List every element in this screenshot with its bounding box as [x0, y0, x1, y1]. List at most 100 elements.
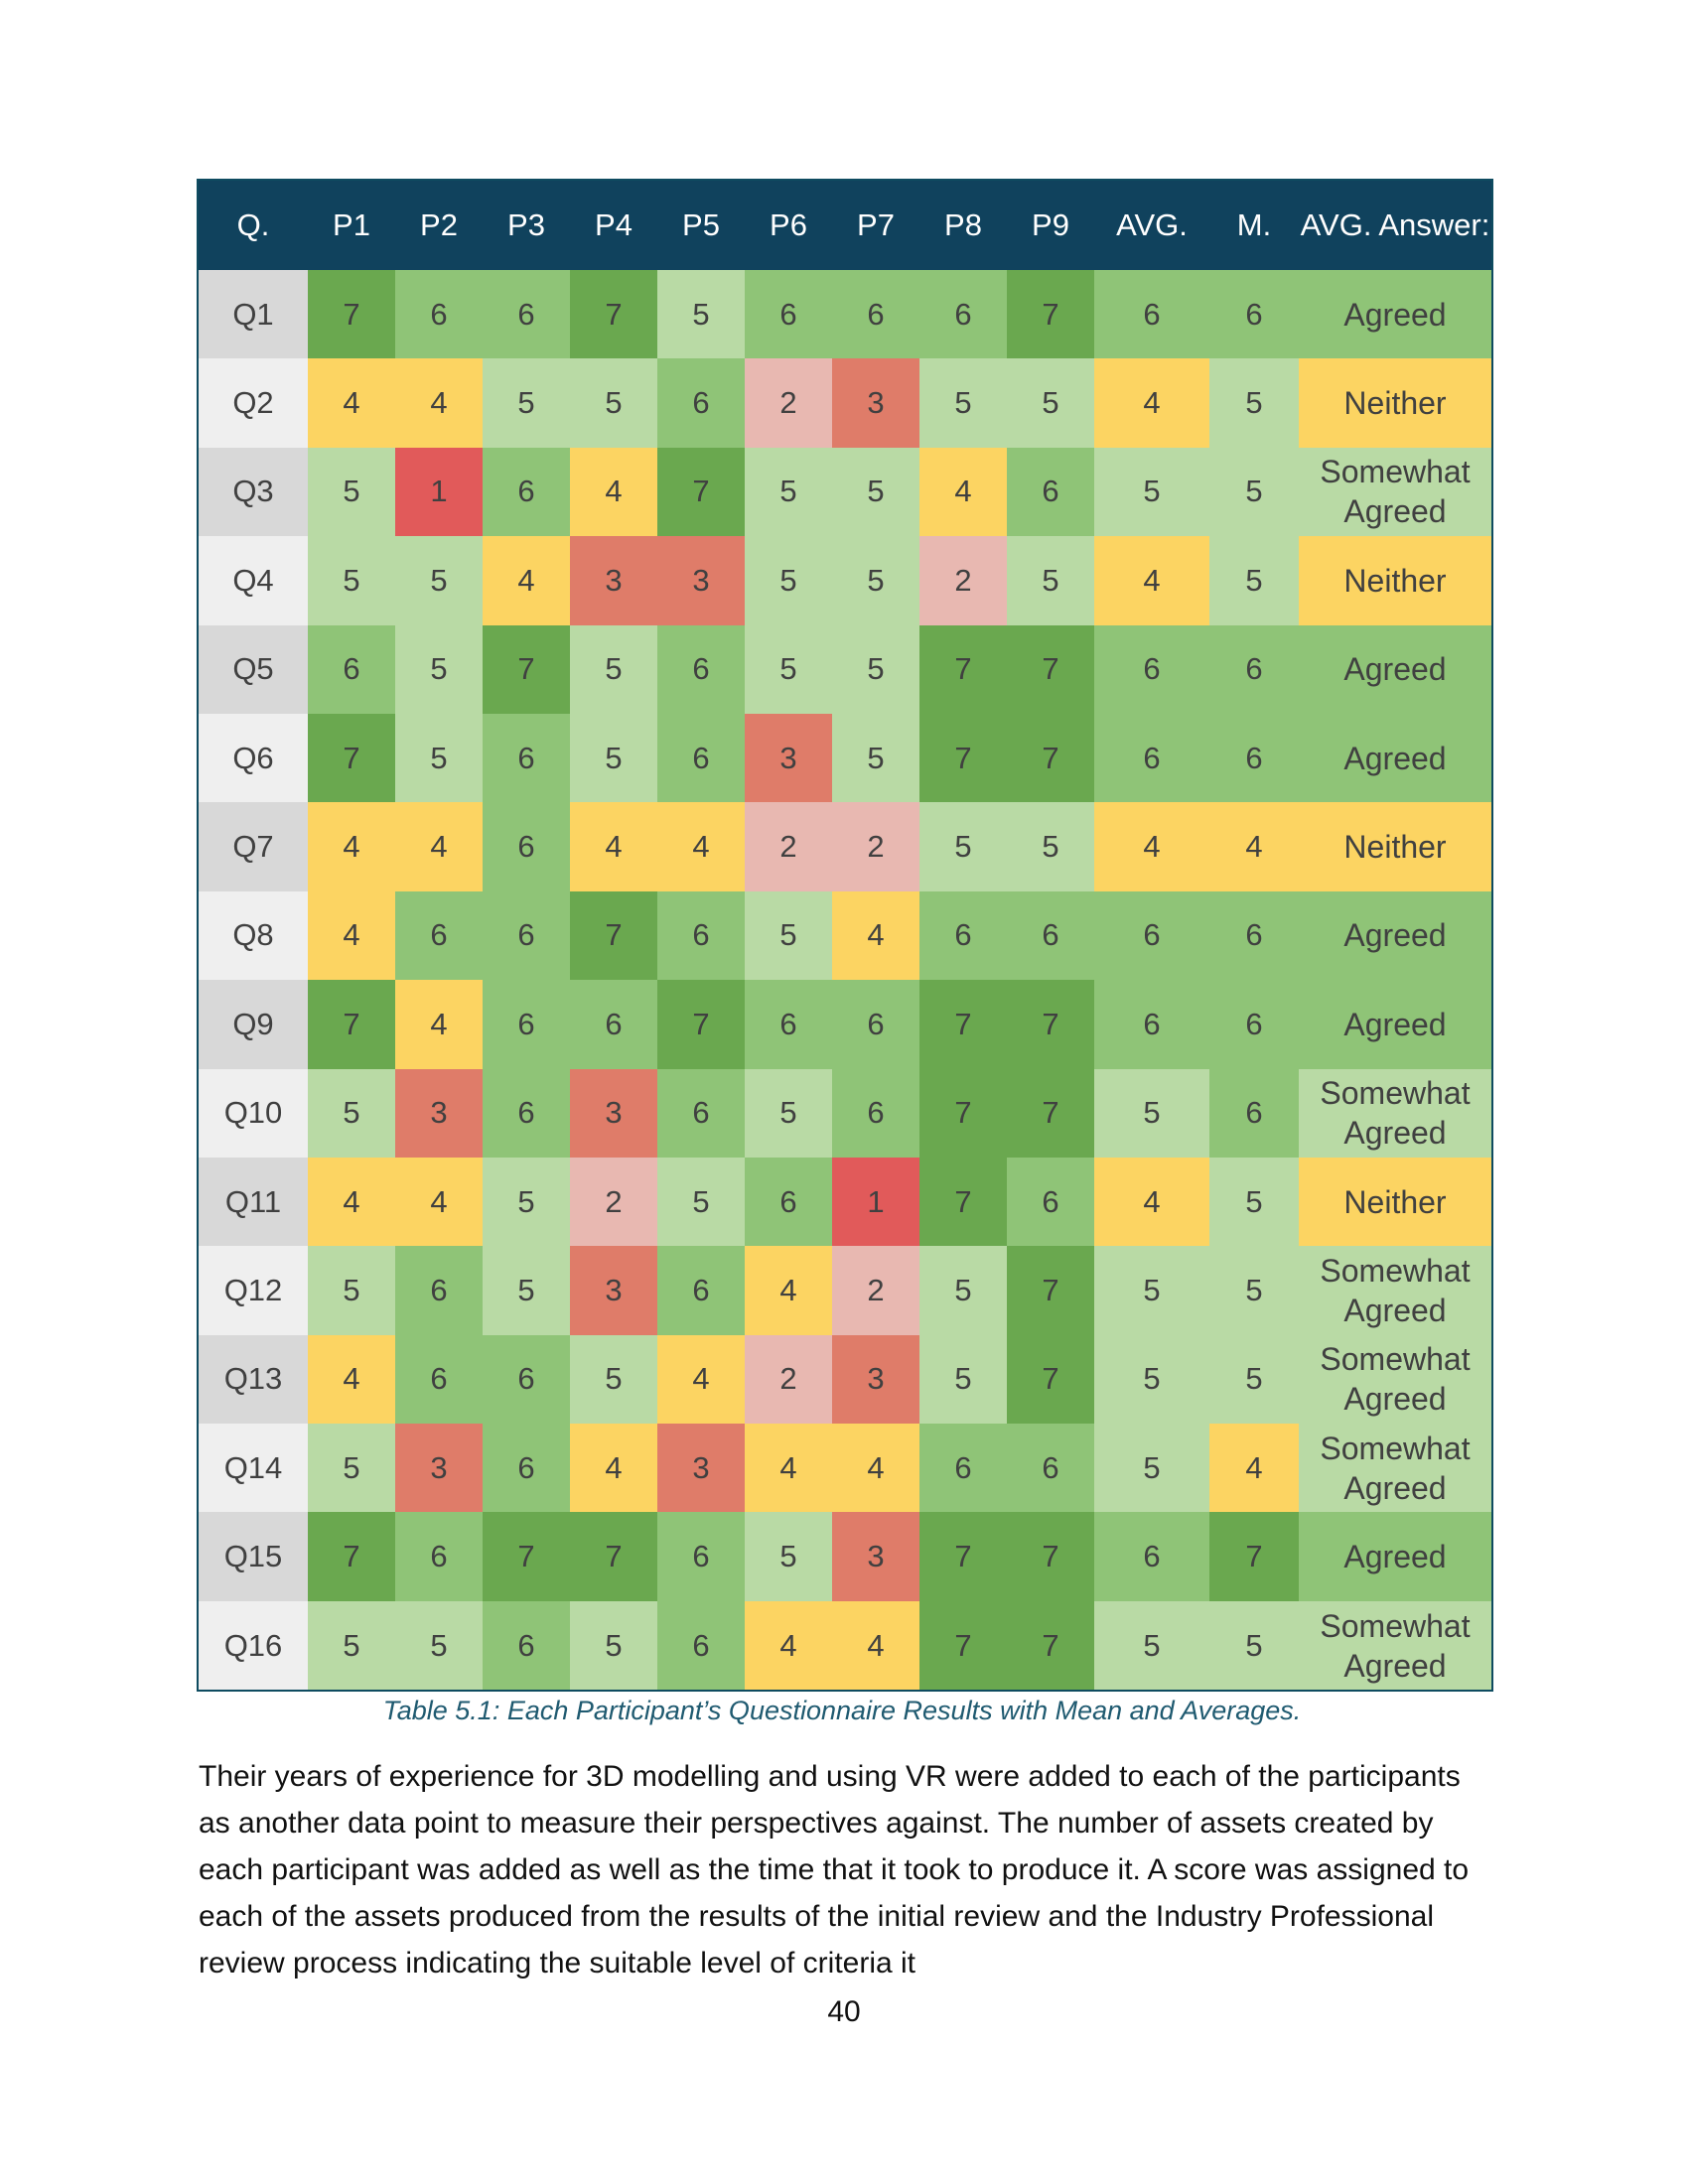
score-cell: 6: [1007, 1157, 1094, 1247]
average-answer-cell: Somewhat Agreed: [1299, 1068, 1491, 1158]
score-cell: 6: [1007, 447, 1094, 537]
score-cell: 4: [308, 1334, 395, 1425]
score-cell: 7: [570, 1512, 657, 1601]
score-cell: 7: [1007, 624, 1094, 714]
score-cell: 6: [483, 270, 570, 359]
table-header-row: Q. P1 P2 P3 P4 P5 P6 P7 P8 P9 AVG. M. AVG. Answer:: [199, 181, 1491, 270]
average-answer-cell: Somewhat Agreed: [1299, 1600, 1491, 1691]
column-header: P8: [919, 181, 1007, 270]
score-cell: 5: [657, 270, 745, 359]
score-cell: 6: [308, 624, 395, 714]
score-cell: 6: [745, 270, 832, 359]
score-cell: 7: [919, 713, 1007, 803]
score-cell: 6: [657, 624, 745, 714]
score-cell: 7: [1007, 980, 1094, 1069]
score-cell: 7: [1007, 270, 1094, 359]
median-cell: 4: [1209, 1424, 1299, 1513]
average-answer-cell: Agreed: [1299, 1512, 1491, 1601]
score-cell: 4: [832, 890, 919, 981]
score-cell: 5: [570, 713, 657, 803]
median-cell: 5: [1209, 1334, 1299, 1425]
score-cell: 6: [745, 980, 832, 1069]
question-label: Q16: [199, 1600, 308, 1691]
score-cell: 3: [657, 536, 745, 625]
score-cell: 5: [308, 1424, 395, 1513]
score-cell: 4: [570, 447, 657, 537]
score-cell: 6: [919, 1424, 1007, 1513]
score-cell: 2: [832, 802, 919, 891]
average-answer-cell: Somewhat Agreed: [1299, 1424, 1491, 1513]
median-cell: 6: [1209, 270, 1299, 359]
score-cell: 7: [919, 624, 1007, 714]
median-cell: 6: [1209, 713, 1299, 803]
score-cell: 2: [745, 802, 832, 891]
score-cell: 7: [308, 1512, 395, 1601]
average-answer-cell: Neither: [1299, 1157, 1491, 1247]
column-header: P2: [395, 181, 483, 270]
question-label: Q7: [199, 802, 308, 891]
question-label: Q15: [199, 1512, 308, 1601]
score-cell: 6: [483, 1068, 570, 1158]
table-row: Q2 4 4 5 5 6 2 3 5 5 4 5 Neither: [199, 358, 1491, 448]
average-cell: 6: [1094, 980, 1209, 1069]
score-cell: 1: [395, 447, 483, 537]
score-cell: 6: [657, 890, 745, 981]
score-cell: 6: [395, 1246, 483, 1335]
median-cell: 6: [1209, 624, 1299, 714]
score-cell: 5: [832, 447, 919, 537]
column-header: P1: [308, 181, 395, 270]
score-cell: 6: [657, 713, 745, 803]
score-cell: 4: [832, 1424, 919, 1513]
score-cell: 6: [483, 1600, 570, 1691]
score-cell: 5: [832, 713, 919, 803]
average-cell: 5: [1094, 1334, 1209, 1425]
score-cell: 5: [832, 536, 919, 625]
score-cell: 7: [308, 980, 395, 1069]
column-header: AVG.: [1094, 181, 1209, 270]
score-cell: 6: [483, 802, 570, 891]
score-cell: 5: [570, 624, 657, 714]
average-cell: 6: [1094, 624, 1209, 714]
score-cell: 6: [483, 1424, 570, 1513]
score-cell: 7: [919, 980, 1007, 1069]
score-cell: 6: [919, 890, 1007, 981]
score-cell: 7: [1007, 1512, 1094, 1601]
score-cell: 3: [832, 1334, 919, 1425]
score-cell: 3: [395, 1424, 483, 1513]
score-cell: 7: [483, 624, 570, 714]
score-cell: 4: [395, 1157, 483, 1247]
score-cell: 5: [483, 358, 570, 448]
score-cell: 4: [832, 1600, 919, 1691]
score-cell: 5: [919, 358, 1007, 448]
average-answer-cell: Agreed: [1299, 890, 1491, 981]
average-cell: 6: [1094, 713, 1209, 803]
body-paragraph: Their years of experience for 3D modelli…: [199, 1760, 1470, 1979]
table-row: Q16 5 5 6 5 6 4 4 7 7 5 5 Somewhat Agreed: [199, 1600, 1491, 1691]
question-label: Q11: [199, 1157, 308, 1247]
score-cell: 1: [832, 1157, 919, 1247]
average-answer-cell: Somewhat Agreed: [1299, 447, 1491, 537]
score-cell: 6: [657, 1600, 745, 1691]
score-cell: 2: [832, 1246, 919, 1335]
median-cell: 5: [1209, 1600, 1299, 1691]
score-cell: 5: [745, 447, 832, 537]
score-cell: 7: [919, 1157, 1007, 1247]
score-cell: 6: [657, 358, 745, 448]
score-cell: 7: [1007, 713, 1094, 803]
question-label: Q1: [199, 270, 308, 359]
column-header: Q.: [199, 181, 308, 270]
column-header: P5: [657, 181, 745, 270]
score-cell: 7: [483, 1512, 570, 1601]
score-cell: 3: [395, 1068, 483, 1158]
average-cell: 5: [1094, 1600, 1209, 1691]
average-cell: 4: [1094, 1157, 1209, 1247]
score-cell: 4: [395, 358, 483, 448]
score-cell: 4: [308, 1157, 395, 1247]
median-cell: 6: [1209, 980, 1299, 1069]
score-cell: 2: [745, 358, 832, 448]
score-cell: 5: [395, 1600, 483, 1691]
score-cell: 5: [745, 1068, 832, 1158]
score-cell: 5: [657, 1157, 745, 1247]
average-cell: 5: [1094, 1068, 1209, 1158]
question-label: Q3: [199, 447, 308, 537]
